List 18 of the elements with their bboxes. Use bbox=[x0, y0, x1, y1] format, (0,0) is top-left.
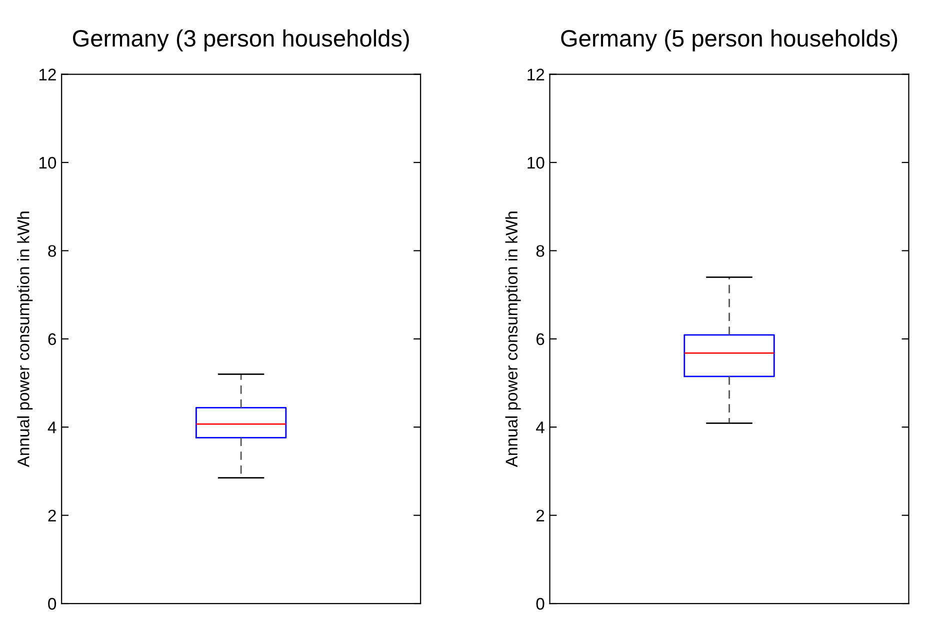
y-tick-label: 10 bbox=[528, 156, 544, 169]
y-tick-label: 0 bbox=[48, 598, 56, 610]
y-tick-label: 6 bbox=[48, 333, 56, 346]
y-tick-label: 8 bbox=[48, 245, 56, 257]
y-tick-label: 6 bbox=[536, 333, 544, 346]
y-tick-label: 4 bbox=[536, 422, 544, 434]
y-tick-label: 8 bbox=[536, 245, 544, 257]
y-tick-label: 0 bbox=[536, 598, 544, 610]
y-tick-label: 2 bbox=[48, 510, 56, 522]
y-tick-label: 2 bbox=[536, 510, 544, 522]
y-axis-title: Annual power consumption in kWh bbox=[17, 212, 33, 468]
y-tick-label: 4 bbox=[48, 422, 56, 434]
y-axis-title: Annual power consumption in kWh bbox=[505, 212, 521, 468]
y-tick-label: 12 bbox=[528, 68, 544, 80]
chart-title: Germany (5 person households) bbox=[561, 29, 898, 52]
y-tick-label: 12 bbox=[39, 68, 56, 80]
y-tick-label: 10 bbox=[39, 156, 56, 169]
chart-title: Germany (3 person households) bbox=[72, 29, 409, 52]
